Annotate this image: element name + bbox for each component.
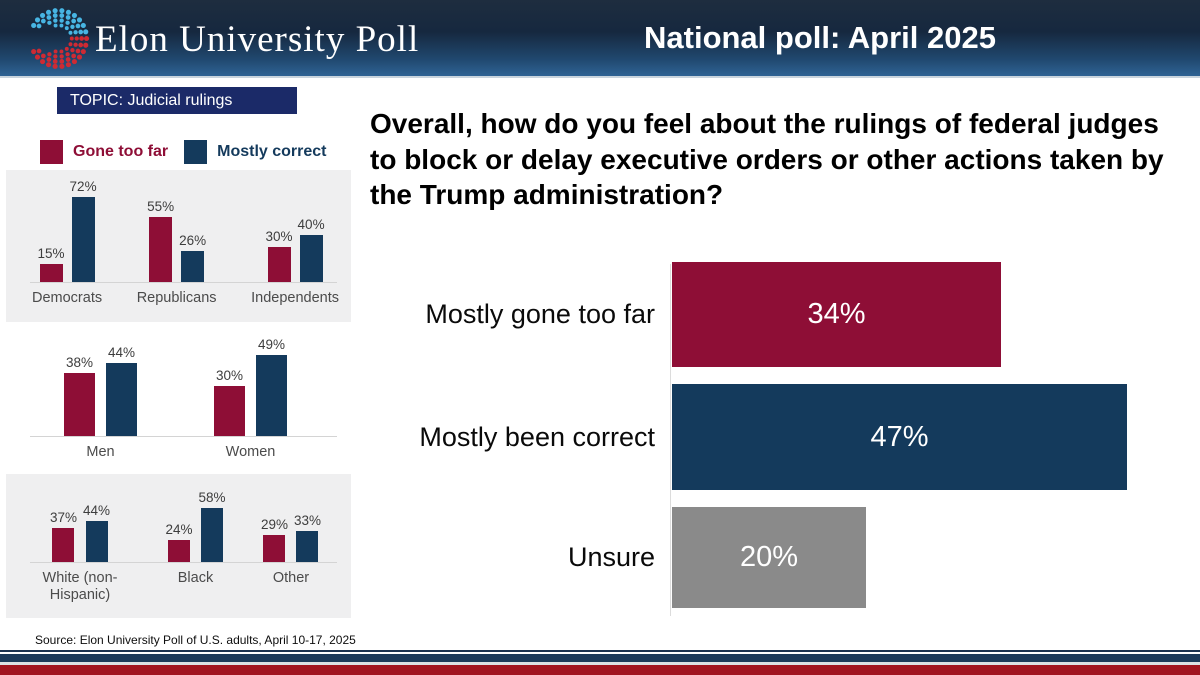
legend-swatch (40, 140, 63, 164)
bar-value-label: 72% (69, 179, 97, 194)
footer-stripe-red (0, 665, 1200, 675)
category-label: White (non-Hispanic) (42, 570, 118, 604)
bar (85, 521, 108, 562)
hbar-row: Mostly been correct 47% (370, 384, 1170, 490)
chart-race: 37% 44% White (non-Hispanic) 24% 58% Black 29%… (6, 474, 351, 618)
chart-baseline (30, 282, 337, 283)
bar-value-label: 40% (297, 217, 325, 232)
question-text: Overall, how do you feel about the rulin… (370, 108, 1164, 211)
bar-value-label: 29% (260, 517, 288, 532)
chart-axis-line (670, 264, 671, 616)
category-label: Democrats (32, 290, 103, 306)
bar-value-label: 30% (265, 229, 293, 244)
chart-legend: Gone too far Mostly correct (40, 140, 326, 164)
bar-value-label: 38% (65, 355, 94, 370)
bar (106, 363, 137, 436)
bar-group: 29% 33% Other (261, 474, 321, 618)
category-label: Black (177, 570, 214, 586)
bar (64, 373, 95, 436)
bar-value-label: 33% (293, 513, 321, 528)
chart-gender: 38% 44% Men 30% 49% Women (6, 322, 351, 468)
bar-group: 38% 44% Men (64, 322, 137, 468)
bar (299, 235, 323, 282)
category-label: Other (272, 570, 310, 586)
bar-group: 30% 40% Independents (251, 170, 339, 322)
footer-stripe-navy (0, 654, 1200, 662)
page-title: National poll: April 2025 (644, 20, 996, 55)
elon-poll-logo-icon (31, 8, 90, 69)
hbar-row: Mostly gone too far 34% (370, 262, 1170, 367)
legend-label: Gone too far (73, 143, 169, 160)
hbar-value-label: 20% (739, 541, 799, 573)
bar-value-label: 30% (215, 368, 244, 383)
bar-value-label: 44% (83, 503, 111, 518)
hbar-row: Unsure 20% (370, 507, 1170, 608)
bar (52, 528, 75, 562)
bar-group: 37% 44% White (non-Hispanic) (30, 474, 130, 618)
hbar-category-label: Mostly been correct (419, 421, 655, 452)
bar (39, 264, 63, 282)
bar-group: 30% 49% Women (214, 322, 287, 468)
bar-group: 24% 58% Black (165, 474, 225, 618)
chart-party-affiliation: 15% 72% Democrats 55% 26% Republicans 30% 40% In… (6, 170, 351, 322)
bar (167, 540, 190, 562)
bar (256, 355, 287, 436)
bar-value-label: 55% (147, 199, 175, 214)
legend-item: Mostly correct (184, 140, 326, 164)
legend-item: Gone too far (40, 140, 168, 164)
bar-group: 15% 72% Democrats (32, 170, 102, 322)
legend-label: Mostly correct (217, 143, 327, 160)
chart-overall-results: Mostly gone too far 34% Mostly been correc… (370, 262, 1170, 625)
category-label: Men (86, 444, 115, 460)
bar (267, 247, 291, 282)
category-label: Republicans (136, 290, 217, 306)
bar-value-label: 15% (37, 246, 65, 261)
bar-value-label: 58% (198, 490, 226, 505)
legend-swatch (184, 140, 208, 164)
bar (296, 531, 319, 562)
hbar-bar: 47% (672, 384, 1127, 490)
bar-group: 55% 26% Republicans (137, 170, 217, 322)
bar (71, 197, 95, 282)
chart-baseline (30, 562, 337, 563)
bar (149, 217, 173, 282)
bar-value-label: 49% (257, 337, 286, 352)
bar-value-label: 26% (179, 233, 207, 248)
bar (200, 508, 223, 562)
bar (214, 386, 245, 436)
source-underline (0, 650, 1200, 652)
source-note: Source: Elon University Poll of U.S. adu… (35, 633, 356, 647)
category-label: Women (225, 444, 276, 460)
bar (181, 251, 205, 282)
topic-banner: TOPIC: Judicial rulings (57, 87, 297, 114)
hbar-value-label: 34% (807, 298, 866, 330)
bar (263, 535, 286, 562)
hbar-value-label: 47% (870, 420, 929, 453)
chart-baseline (30, 436, 337, 437)
brand-name: Elon University Poll (95, 19, 420, 60)
bar-value-label: 37% (49, 510, 77, 525)
bar-value-label: 24% (165, 522, 193, 537)
footer-stripe-gap (0, 662, 1200, 665)
hbar-category-label: Mostly gone too far (425, 299, 655, 329)
hbar-category-label: Unsure (567, 542, 655, 572)
category-label: Independents (251, 290, 339, 306)
bar-value-label: 44% (107, 345, 136, 360)
hbar-bar: 20% (672, 507, 866, 608)
header-banner: Elon University Poll National poll: Apri… (0, 0, 1200, 78)
hbar-bar: 34% (672, 262, 1001, 367)
